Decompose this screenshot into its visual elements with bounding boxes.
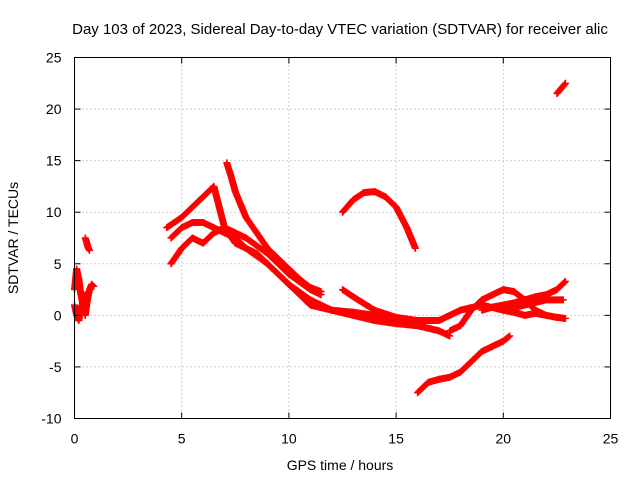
- data-layer: [71, 79, 569, 397]
- y-axis-label: SDTVAR / TECUs: [5, 182, 21, 294]
- x-tick-label: 10: [281, 431, 297, 447]
- x-tick-label: 25: [603, 431, 619, 447]
- x-axis-label: GPS time / hours: [287, 457, 394, 473]
- data-point-marker: [411, 244, 419, 252]
- data-point-marker: [559, 296, 567, 304]
- data-point-marker: [561, 278, 569, 286]
- series-early-cluster-c: [81, 234, 94, 254]
- series-track-11: [446, 286, 550, 335]
- data-point-marker: [81, 291, 89, 299]
- data-point-marker: [505, 333, 513, 341]
- plot-frame: [74, 57, 611, 419]
- y-tick-label: 25: [46, 50, 62, 66]
- x-tick-label: 0: [71, 431, 79, 447]
- chart-title: Day 103 of 2023, Sidereal Day-to-day VTE…: [72, 21, 608, 38]
- series-track-7: [223, 159, 325, 296]
- y-tick-label: 10: [46, 204, 62, 220]
- series-track-6: [167, 219, 454, 340]
- x-tick-label: 20: [496, 431, 512, 447]
- y-tick-label: -10: [41, 411, 61, 427]
- data-point-marker: [86, 246, 94, 254]
- series-track-14: [553, 79, 569, 98]
- data-point-marker: [90, 282, 98, 290]
- series-track-10: [414, 332, 514, 397]
- y-tick-label: 5: [54, 256, 62, 272]
- y-tick-label: 15: [46, 153, 62, 169]
- data-point-marker: [561, 277, 569, 285]
- axis-ticks: [74, 57, 611, 419]
- data-point-marker: [561, 79, 569, 87]
- data-point-marker: [506, 332, 514, 340]
- data-point-marker: [561, 80, 569, 88]
- y-tick-label: 0: [54, 307, 62, 323]
- series-track-12: [478, 277, 569, 314]
- x-tick-label: 5: [178, 431, 186, 447]
- x-tick-label: 15: [388, 431, 404, 447]
- y-tick-label: -5: [49, 359, 62, 375]
- data-point-marker: [317, 288, 325, 296]
- y-tick-label: 20: [46, 101, 62, 117]
- data-point-marker: [561, 314, 569, 322]
- series-track-8: [339, 188, 419, 252]
- tick-labels: 0 5 10 15 20 25 -10 -5 0 5 10 15 20 25: [41, 50, 618, 447]
- series-track-13: [499, 306, 569, 322]
